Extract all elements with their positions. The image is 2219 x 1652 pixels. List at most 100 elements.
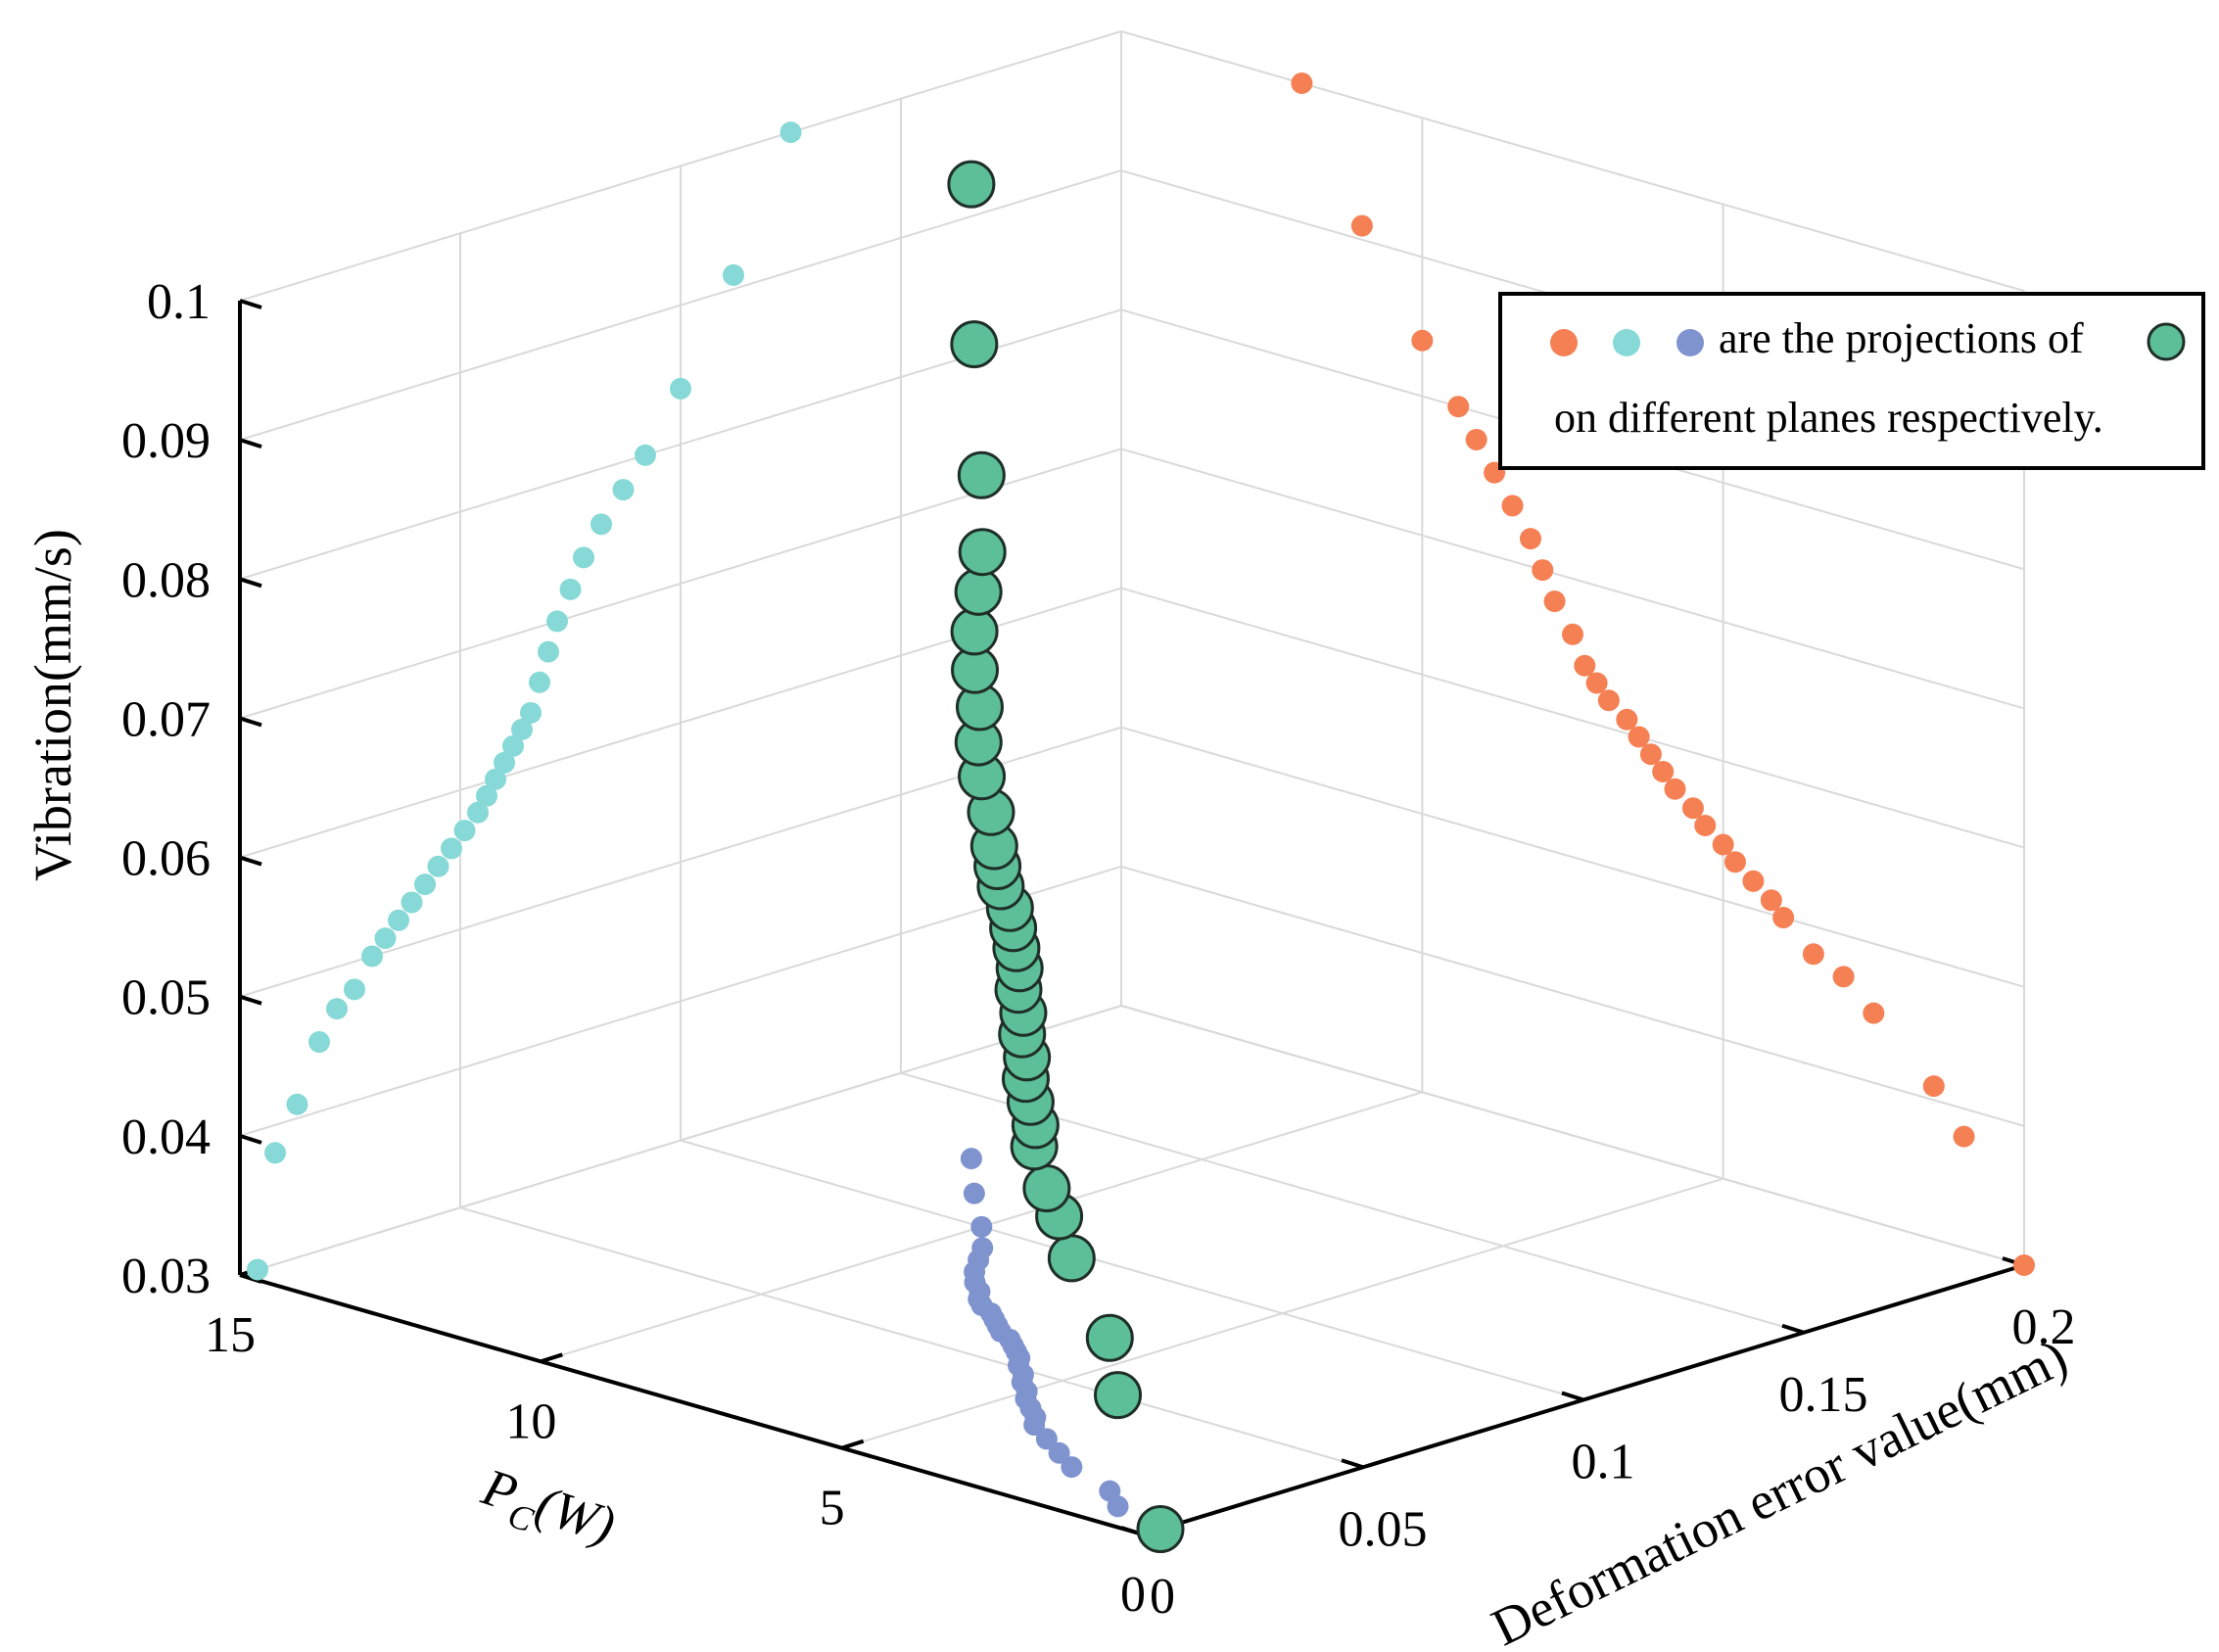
projection-points-layer (247, 72, 2035, 1540)
z-axis-label: Vibration(mm/s) (24, 529, 82, 881)
legend-marker-main (2147, 322, 2186, 361)
axis-layer (238, 299, 2025, 1536)
projection-point-error-vibration (427, 855, 449, 877)
grid-line (1120, 865, 2025, 1127)
projection-point-pc-vibration (1628, 726, 1650, 748)
grid-line (459, 1206, 1364, 1469)
data-point (958, 528, 1007, 577)
projection-point-pc-error (1099, 1480, 1121, 1502)
projection-point-error-vibration (494, 751, 515, 774)
z-tick (239, 716, 262, 728)
projection-point-pc-error (1048, 1441, 1070, 1464)
x-axis-label-suffix: (W) (529, 1475, 623, 1555)
z-tick-label: 0.03 (121, 1249, 211, 1304)
x-tick-label: 10 (505, 1393, 556, 1449)
projection-point-error-vibration (453, 820, 476, 842)
z-tick (239, 1273, 262, 1284)
projection-point-error-vibration (635, 444, 656, 466)
projection-point-error-vibration (779, 121, 802, 144)
projection-point-pc-vibration (1772, 907, 1795, 929)
projection-point-pc-vibration (1562, 623, 1583, 645)
projection-point-pc-vibration (1585, 672, 1608, 694)
legend-marker-pc-error-projection (1676, 329, 1704, 356)
projection-point-error-vibration (612, 479, 635, 501)
projection-point-error-vibration (308, 1031, 330, 1054)
projection-point-pc-vibration (1742, 870, 1765, 892)
projection-point-pc-vibration (1543, 590, 1566, 613)
data-point (1047, 1234, 1096, 1283)
legend-marker-pc-vibration-projection (1550, 329, 1578, 356)
projection-point-pc-vibration (1291, 72, 1313, 94)
data-point (1136, 1505, 1185, 1553)
projection-point-pc-vibration (1712, 833, 1734, 856)
projection-point-error-vibration (361, 945, 383, 968)
legend-box (1498, 292, 2205, 470)
grid-line (1120, 30, 2025, 292)
projection-point-pc-vibration (1411, 329, 1434, 352)
z-tick (239, 438, 262, 449)
projection-point-error-vibration (401, 891, 423, 914)
projection-point-pc-vibration (1501, 495, 1524, 517)
projection-point-error-vibration (723, 263, 744, 286)
data-point (1094, 1371, 1143, 1420)
z-tick-label: 0.05 (121, 970, 211, 1026)
projection-point-pc-error (1035, 1428, 1058, 1450)
projection-point-pc-vibration (1760, 889, 1782, 912)
z-tick-label: 0.1 (147, 274, 211, 330)
grid-line (1120, 448, 2025, 710)
legend-marker-error-vibration-projection (1613, 329, 1640, 356)
projection-point-error-vibration (670, 377, 691, 400)
data-point (950, 320, 999, 369)
projection-point-pc-error (1061, 1456, 1083, 1479)
grid-line (680, 1139, 1584, 1401)
projection-point-error-vibration (520, 701, 542, 724)
projection-point-pc-vibration (1953, 1125, 1975, 1148)
projection-point-error-vibration (388, 909, 409, 931)
projection-point-pc-vibration (1532, 559, 1554, 582)
data-point (1022, 1164, 1071, 1213)
tick-labels-layer: 0 5 10 15 0 0.05 0.1 0.15 0.2 0.03 0.04 0.05 0.06 0.0… (121, 274, 2076, 1625)
projection-point-error-vibration (476, 784, 497, 807)
projection-point-error-vibration (502, 734, 524, 757)
y-tick-label: 0.2 (2012, 1299, 2076, 1355)
projection-point-error-vibration (538, 640, 559, 663)
projection-point-error-vibration (559, 578, 582, 600)
projection-point-error-vibration (546, 610, 568, 633)
projection-point-error-vibration (326, 998, 348, 1020)
projection-point-pc-vibration (1616, 708, 1638, 731)
projection-point-pc-error (960, 1148, 982, 1170)
x-tick-label: 5 (820, 1481, 845, 1536)
z-tick-label: 0.04 (121, 1109, 211, 1165)
z-tick-label: 0.06 (121, 831, 211, 887)
y-tick-label: 0.05 (1339, 1501, 1428, 1557)
grid-line (1120, 726, 2025, 988)
z-tick (239, 1133, 262, 1145)
projection-point-pc-vibration (1832, 966, 1855, 988)
projection-point-error-vibration (414, 873, 436, 896)
projection-point-error-vibration (511, 718, 533, 740)
x-axis-line (239, 1273, 1144, 1536)
grid-line (1120, 1005, 2025, 1266)
data-point (1085, 1313, 1134, 1362)
y-tick-label: 0.15 (1779, 1367, 1868, 1423)
projection-point-pc-vibration (1652, 761, 1675, 782)
projection-point-pc-vibration (1922, 1075, 1945, 1098)
projection-point-error-vibration (247, 1258, 268, 1281)
projection-point-pc-vibration (1681, 797, 1704, 820)
x-tick (540, 1352, 563, 1364)
data-point (957, 450, 1006, 499)
data-point (947, 160, 996, 209)
x-tick (841, 1439, 865, 1450)
z-tick-label: 0.08 (121, 552, 211, 608)
projection-point-pc-vibration (1447, 396, 1470, 418)
z-tick (239, 577, 262, 589)
projection-point-pc-error (970, 1215, 993, 1238)
projection-point-error-vibration (374, 927, 397, 950)
projection-point-error-vibration (529, 671, 550, 693)
projection-point-pc-vibration (1723, 851, 1746, 873)
projection-point-pc-error (963, 1182, 985, 1204)
projection-point-pc-vibration (1465, 428, 1487, 450)
main-points-layer (947, 160, 1185, 1553)
projection-point-error-vibration (286, 1093, 308, 1115)
